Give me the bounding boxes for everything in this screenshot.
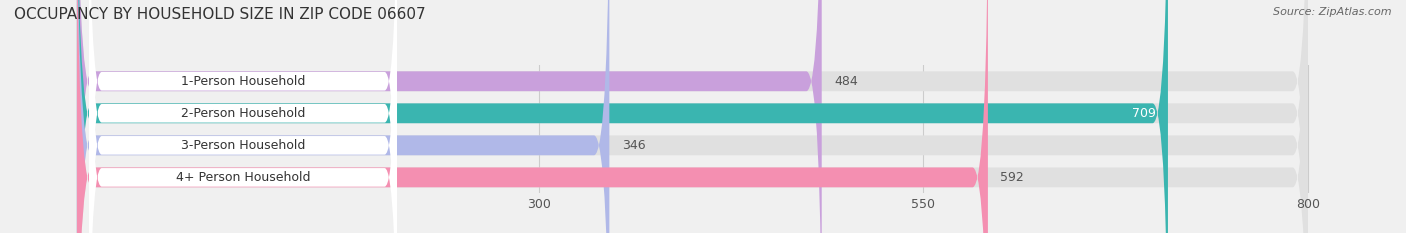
Text: 3-Person Household: 3-Person Household: [181, 139, 305, 152]
Text: 709: 709: [1132, 107, 1156, 120]
FancyBboxPatch shape: [77, 0, 1308, 233]
FancyBboxPatch shape: [89, 0, 396, 233]
Text: 592: 592: [1000, 171, 1024, 184]
Text: 2-Person Household: 2-Person Household: [181, 107, 305, 120]
FancyBboxPatch shape: [77, 0, 821, 233]
Text: 1-Person Household: 1-Person Household: [181, 75, 305, 88]
Text: Source: ZipAtlas.com: Source: ZipAtlas.com: [1274, 7, 1392, 17]
FancyBboxPatch shape: [77, 0, 1168, 233]
FancyBboxPatch shape: [77, 0, 1308, 233]
FancyBboxPatch shape: [77, 0, 1308, 233]
FancyBboxPatch shape: [89, 0, 396, 233]
FancyBboxPatch shape: [89, 0, 396, 233]
Text: 484: 484: [834, 75, 858, 88]
Text: OCCUPANCY BY HOUSEHOLD SIZE IN ZIP CODE 06607: OCCUPANCY BY HOUSEHOLD SIZE IN ZIP CODE …: [14, 7, 426, 22]
FancyBboxPatch shape: [77, 0, 988, 233]
Text: 4+ Person Household: 4+ Person Household: [176, 171, 311, 184]
FancyBboxPatch shape: [89, 0, 396, 233]
FancyBboxPatch shape: [77, 0, 1308, 233]
Text: 346: 346: [621, 139, 645, 152]
FancyBboxPatch shape: [77, 0, 609, 233]
